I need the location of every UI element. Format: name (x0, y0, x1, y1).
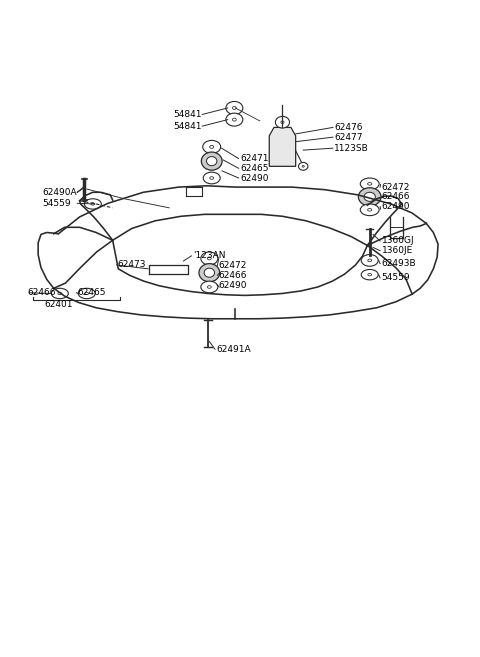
Text: 62473: 62473 (118, 260, 146, 269)
Text: 62490: 62490 (240, 173, 268, 183)
Ellipse shape (204, 268, 215, 277)
Ellipse shape (78, 288, 95, 299)
Text: 62472: 62472 (219, 261, 247, 270)
Text: 62476: 62476 (335, 123, 363, 132)
Text: 62490: 62490 (219, 281, 247, 290)
Ellipse shape (226, 101, 243, 114)
Text: 62466: 62466 (219, 271, 247, 280)
Ellipse shape (226, 113, 243, 126)
Text: 1123SB: 1123SB (335, 144, 369, 152)
Ellipse shape (51, 288, 68, 299)
Ellipse shape (276, 116, 289, 128)
Text: 54559: 54559 (382, 273, 410, 283)
Text: 62401: 62401 (44, 300, 73, 309)
Text: 1360JE: 1360JE (382, 246, 413, 255)
Text: 62490: 62490 (382, 202, 410, 211)
Ellipse shape (360, 178, 379, 190)
Text: 62490A: 62490A (42, 188, 76, 197)
Ellipse shape (364, 193, 375, 201)
Ellipse shape (359, 188, 381, 206)
Text: '123AN: '123AN (193, 252, 225, 260)
Polygon shape (269, 127, 296, 166)
Ellipse shape (299, 162, 308, 170)
Ellipse shape (201, 281, 218, 293)
Text: 62466: 62466 (28, 288, 56, 298)
Text: 62472: 62472 (382, 183, 410, 192)
Text: 62491A: 62491A (216, 345, 251, 353)
Text: 62466: 62466 (382, 193, 410, 201)
Ellipse shape (361, 269, 378, 280)
Ellipse shape (199, 263, 220, 282)
Text: 62493B: 62493B (382, 259, 416, 268)
Text: 54841: 54841 (174, 122, 202, 131)
Text: 62471: 62471 (240, 154, 268, 163)
Ellipse shape (360, 204, 379, 215)
Ellipse shape (203, 141, 221, 153)
Ellipse shape (361, 254, 378, 266)
Text: 1360GJ: 1360GJ (382, 237, 414, 246)
Text: 54841: 54841 (174, 110, 202, 119)
Ellipse shape (201, 152, 222, 170)
Ellipse shape (203, 172, 220, 184)
Ellipse shape (201, 252, 218, 265)
Text: 62477: 62477 (335, 133, 363, 142)
Ellipse shape (206, 156, 217, 166)
Text: 54559: 54559 (42, 199, 71, 208)
Text: 62465: 62465 (240, 164, 268, 173)
Text: 62465: 62465 (77, 288, 106, 298)
Ellipse shape (84, 199, 101, 209)
